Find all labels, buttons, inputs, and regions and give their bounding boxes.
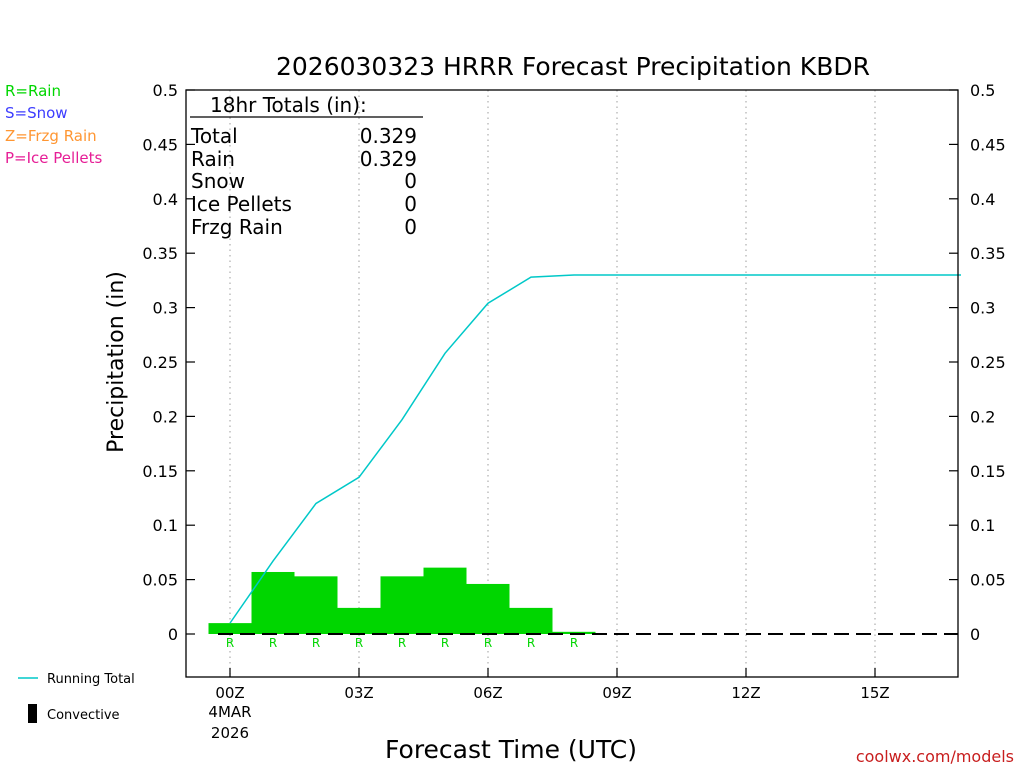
ytick-label-right-0.25: 0.25 — [970, 353, 1006, 372]
bar-hour-8 — [552, 631, 596, 634]
ytick-label-left-0.25: 0.25 — [142, 353, 178, 372]
ytick-label-left-0.2: 0.2 — [153, 407, 178, 426]
running-total-legend-label: Running Total — [47, 672, 135, 687]
type-marker-hour-3: R — [355, 636, 363, 650]
ytick-label-right-0.1: 0.1 — [970, 516, 995, 535]
bar-hour-4 — [380, 576, 424, 634]
legend-snow-label: S=Snow — [5, 104, 68, 122]
totals-label-rain: Rain — [191, 147, 235, 171]
type-marker-hour-0: R — [226, 636, 234, 650]
totals-value-frzg-rain: 0 — [404, 215, 417, 239]
convective-legend-swatch — [28, 704, 37, 723]
xtick-label-12Z: 12Z — [731, 684, 760, 702]
totals-label-snow: Snow — [191, 169, 245, 193]
ytick-label-right-0.05: 0.05 — [970, 571, 1006, 590]
xtick-label-06Z: 06Z — [473, 684, 502, 702]
date-year-label: 2026 — [211, 724, 249, 742]
totals-label-frzg-rain: Frzg Rain — [191, 215, 283, 239]
ytick-label-left-0.35: 0.35 — [142, 244, 178, 263]
totals-value-snow: 0 — [404, 169, 417, 193]
ytick-label-right-0.45: 0.45 — [970, 135, 1006, 154]
type-marker-hour-8: R — [570, 636, 578, 650]
ytick-label-right-0: 0 — [970, 625, 980, 644]
bar-hour-3 — [337, 607, 381, 634]
totals-value-rain: 0.329 — [360, 147, 417, 171]
totals-heading: 18hr Totals (in): — [210, 93, 367, 117]
plot-frame — [185, 89, 959, 678]
type-marker-hour-1: R — [269, 636, 277, 650]
ytick-label-left-0.05: 0.05 — [142, 571, 178, 590]
xtick-label-03Z: 03Z — [344, 684, 373, 702]
totals-value-total: 0.329 — [360, 124, 417, 148]
y-axis-ticks: 0 00.05 0.050.1 0.10.15 0.150.2 0.20.25 0.250.… — [142, 81, 1005, 644]
ytick-label-left-0.1: 0.1 — [153, 516, 178, 535]
ytick-label-left-0.3: 0.3 — [153, 299, 178, 318]
bar-hour-2 — [294, 576, 338, 634]
totals-label-ice-pellets: Ice Pellets — [191, 192, 292, 216]
ytick-label-right-0.4: 0.4 — [970, 190, 995, 209]
legend-rain-label: R=Rain — [5, 82, 61, 100]
ytick-label-left-0.5: 0.5 — [153, 81, 178, 100]
hourly-bars — [208, 567, 596, 634]
ytick-label-left-0.4: 0.4 — [153, 190, 178, 209]
credit-text: coolwx.com/models — [856, 747, 1014, 766]
x-axis-ticks: 00Z 03Z 06Z 09Z 12Z 15Z — [215, 668, 890, 702]
type-marker-hour-6: R — [484, 636, 492, 650]
ytick-label-right-0.5: 0.5 — [970, 81, 995, 100]
series-legend: Running Total Convective — [18, 672, 135, 723]
totals-value-ice-pellets: 0 — [404, 192, 417, 216]
ytick-label-right-0.3: 0.3 — [970, 299, 995, 318]
type-marker-hour-2: R — [312, 636, 320, 650]
bar-hour-6 — [466, 583, 510, 634]
ytick-label-left-0.45: 0.45 — [142, 135, 178, 154]
xtick-label-09Z: 09Z — [602, 684, 631, 702]
ytick-label-right-0.15: 0.15 — [970, 462, 1006, 481]
date-month-label: 4MAR — [208, 703, 251, 721]
y-axis-label: Precipitation (in) — [104, 271, 129, 453]
ytick-label-left-0.15: 0.15 — [142, 462, 178, 481]
type-marker-hour-4: R — [398, 636, 406, 650]
bar-hour-0 — [208, 623, 252, 634]
x-axis-label: Forecast Time (UTC) — [385, 735, 637, 764]
type-marker-hour-5: R — [441, 636, 449, 650]
ytick-label-left-0: 0 — [168, 625, 178, 644]
convective-legend-label: Convective — [47, 708, 120, 723]
running-total-line — [229, 274, 961, 624]
legend-frzg-rain-label: Z=Frzg Rain — [5, 127, 97, 145]
bar-hour-5 — [423, 567, 467, 634]
totals-box: 18hr Totals (in): Total 0.329 Rain 0.329… — [190, 93, 423, 239]
ytick-label-right-0.2: 0.2 — [970, 407, 995, 426]
legend-ice-pellets-label: P=Ice Pellets — [5, 149, 103, 167]
bar-hour-7 — [509, 607, 553, 634]
ytick-label-right-0.35: 0.35 — [970, 244, 1006, 263]
xtick-label-15Z: 15Z — [860, 684, 889, 702]
xtick-label-00Z: 00Z — [215, 684, 244, 702]
bar-hour-1 — [251, 571, 295, 634]
chart-title: 2026030323 HRRR Forecast Precipitation K… — [276, 52, 870, 81]
totals-label-total: Total — [190, 124, 238, 148]
type-marker-hour-7: R — [527, 636, 535, 650]
